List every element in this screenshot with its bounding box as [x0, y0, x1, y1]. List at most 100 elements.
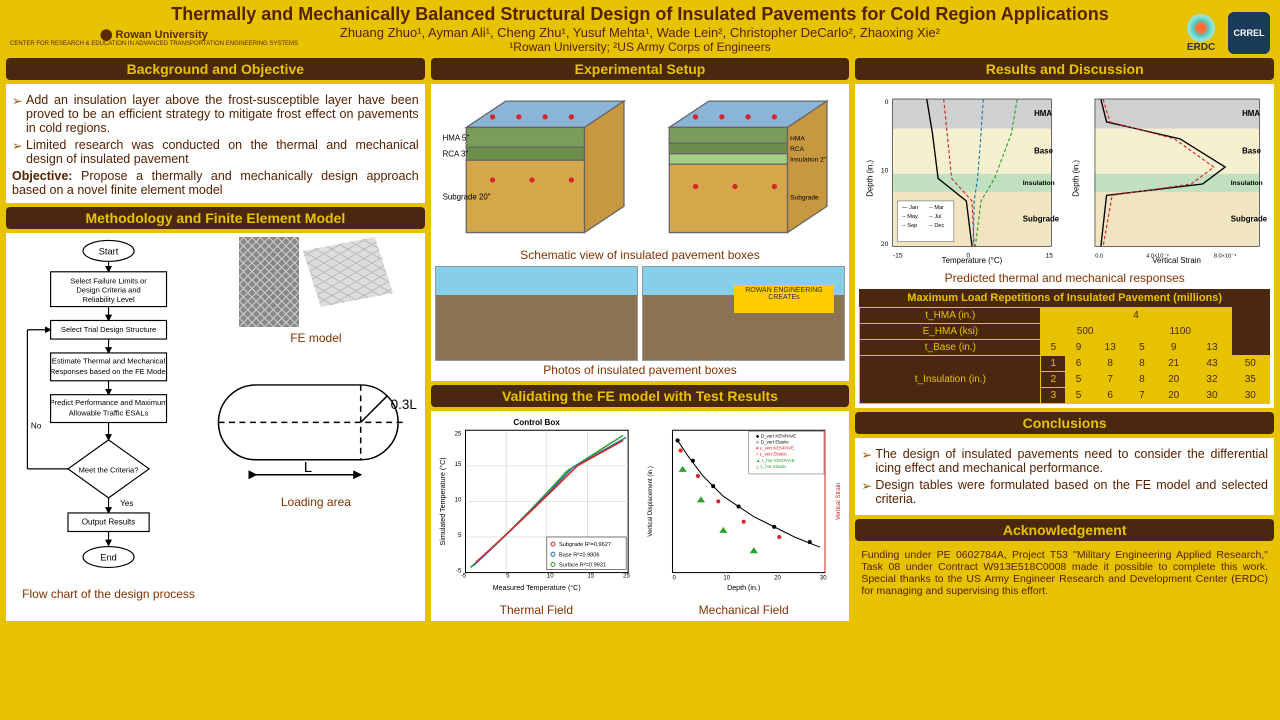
svg-text:△ ε_hor Elastic: △ ε_hor Elastic	[756, 464, 787, 469]
exp-heading: Experimental Setup	[431, 58, 850, 80]
concl-2: Design tables were formulated based on t…	[861, 478, 1268, 506]
svg-text:8.0×10⁻⁴: 8.0×10⁻⁴	[1214, 252, 1237, 259]
svg-text:0: 0	[673, 574, 677, 581]
flowchart: Start Select Failure Limits orDesign Cri…	[10, 237, 207, 585]
svg-text:Select Failure Limits or: Select Failure Limits or	[70, 276, 147, 285]
svg-text:-- May: -- May	[902, 214, 918, 220]
fe-mesh-1	[239, 237, 299, 327]
svg-text:Allowable Traffic ESALs: Allowable Traffic ESALs	[69, 409, 149, 418]
svg-text:-- Dec: -- Dec	[929, 223, 944, 229]
col-mid: Experimental Setup HMA 5" RCA 3" Subgrade …	[431, 58, 850, 621]
svg-text:Predict Performance and Maximu: Predict Performance and Maximum	[50, 398, 168, 407]
svg-text:0: 0	[885, 99, 889, 106]
svg-text:5: 5	[458, 532, 462, 539]
svg-text:0.0: 0.0	[1095, 253, 1103, 259]
erdc-logo: ERDC	[1180, 12, 1222, 54]
svg-text:15: 15	[1046, 252, 1054, 259]
svg-text:End: End	[100, 552, 117, 562]
svg-text:10: 10	[454, 496, 461, 503]
thermal-chart: Control Box Measured Temperature (°C) Si…	[435, 415, 638, 598]
col-right: Results and Discussion HMA Base Insulati…	[855, 58, 1274, 621]
svg-text:Subgrade: Subgrade	[1230, 214, 1267, 223]
results-heading: Results and Discussion	[855, 58, 1274, 80]
bg-heading: Background and Objective	[6, 58, 425, 80]
svg-text:HMA 5": HMA 5"	[443, 134, 470, 143]
valid-heading: Validating the FE model with Test Result…	[431, 385, 850, 407]
fe-caption: FE model	[211, 331, 421, 345]
svg-text:● ε_vert KENPAVE: ● ε_vert KENPAVE	[756, 445, 794, 450]
concl-heading: Conclusions	[855, 412, 1274, 434]
svg-text:RCA 3": RCA 3"	[443, 149, 469, 158]
svg-text:No: No	[31, 421, 42, 430]
results-caption: Predicted thermal and mechanical respons…	[859, 271, 1270, 285]
flow-caption: Flow chart of the design process	[10, 587, 207, 601]
valid-panel: Control Box Measured Temperature (°C) Si…	[431, 411, 850, 621]
svg-text:4.0×10⁻⁴: 4.0×10⁻⁴	[1146, 252, 1169, 259]
depth-temp-chart: HMA Base Insulation Subgrade Depth (in.)…	[859, 88, 1062, 269]
schematic-caption: Schematic view of insulated pavement box…	[435, 248, 846, 262]
svg-text:10: 10	[723, 574, 730, 581]
col-left: Background and Objective Add an insulati…	[6, 58, 425, 621]
thermal-caption: Thermal Field	[435, 603, 638, 617]
bg-panel: Add an insulation layer above the frost-…	[6, 84, 425, 203]
box-schematic-1: HMA 5" RCA 3" Subgrade 20"	[440, 88, 637, 246]
method-heading: Methodology and Finite Element Model	[6, 207, 425, 229]
fe-mesh-2	[303, 237, 393, 307]
svg-text:Depth (in.): Depth (in.)	[727, 584, 760, 592]
exp-panel: HMA 5" RCA 3" Subgrade 20" HMARCAInsulatio…	[431, 84, 850, 381]
loading-area-diagram: 0.3L L	[211, 355, 421, 490]
photo-2: ROWAN ENGINEERING CREATEs	[642, 266, 845, 361]
svg-text:Insulation: Insulation	[1023, 180, 1055, 187]
svg-text:20: 20	[774, 574, 781, 581]
svg-text:5: 5	[506, 572, 510, 579]
svg-text:30: 30	[820, 574, 827, 581]
svg-text:○ ε_vert Elastic: ○ ε_vert Elastic	[756, 451, 788, 456]
svg-text:Base: Base	[1034, 147, 1053, 156]
mech-chart: Depth (in.) Vertical Displacement (in.) …	[642, 415, 845, 598]
svg-text:Yes: Yes	[120, 499, 133, 508]
bg-bullet-1: Add an insulation layer above the frost-…	[12, 93, 419, 135]
svg-text:Temperature (°C): Temperature (°C)	[942, 256, 1003, 265]
svg-text:25: 25	[454, 430, 461, 437]
ack-heading: Acknowledgement	[855, 519, 1274, 541]
svg-text:Depth (in.): Depth (in.)	[866, 160, 875, 197]
concl-1: The design of insulated pavements need t…	[861, 447, 1268, 475]
svg-text:▲ ε_hor KENPAVE: ▲ ε_hor KENPAVE	[756, 457, 795, 462]
svg-text:Output Results: Output Results	[82, 518, 136, 527]
svg-text:Base R²=0.9806: Base R²=0.9806	[559, 552, 599, 558]
svg-text:Subgrade R²=0.9627: Subgrade R²=0.9627	[559, 542, 611, 548]
svg-text:Select Trial Design Structure: Select Trial Design Structure	[61, 325, 156, 334]
svg-text:Design Criteria and: Design Criteria and	[76, 286, 140, 295]
photo-1	[435, 266, 638, 361]
svg-text:Reliability Level: Reliability Level	[82, 295, 135, 304]
rowan-logo: ⬤ Rowan University CENTER FOR RESEARCH &…	[10, 28, 298, 47]
svg-text:Simulated Temperature (°C): Simulated Temperature (°C)	[439, 457, 447, 545]
results-panel: HMA Base Insulation Subgrade Depth (in.)…	[855, 84, 1274, 408]
svg-text:-- Mar: -- Mar	[929, 205, 944, 211]
svg-text:20: 20	[881, 241, 889, 248]
objective: Objective: Propose a thermally and mecha…	[12, 169, 419, 197]
crrel-logo: CRREL	[1228, 12, 1270, 54]
svg-text:Base: Base	[1242, 147, 1261, 156]
svg-text:-5: -5	[460, 572, 466, 579]
svg-text:15: 15	[454, 461, 461, 468]
header: ⬤ Rowan University CENTER FOR RESEARCH &…	[0, 0, 1280, 58]
svg-text:-- Jul: -- Jul	[929, 214, 942, 220]
svg-text:◇ D_vert Elastic: ◇ D_vert Elastic	[756, 439, 790, 444]
svg-text:Subgrade: Subgrade	[1023, 214, 1060, 223]
svg-text:15: 15	[587, 572, 594, 579]
svg-text:Subgrade 20": Subgrade 20"	[443, 193, 491, 202]
svg-text:Responses based on the FE Mode: Responses based on the FE Model	[50, 367, 168, 376]
svg-text:0.3L: 0.3L	[391, 397, 418, 412]
box-schematic-2: HMARCAInsulation 2"Subgrade	[643, 88, 840, 246]
svg-text:HMA: HMA	[1242, 109, 1260, 118]
svg-text:◆ D_vert KENPAVE: ◆ D_vert KENPAVE	[756, 433, 796, 438]
svg-text:RCA: RCA	[790, 146, 804, 153]
svg-text:10: 10	[547, 572, 554, 579]
ack-text: Funding under PE 0602784A, Project T53 "…	[855, 545, 1274, 601]
svg-text:HMA: HMA	[1034, 109, 1052, 118]
poster-title: Thermally and Mechanically Balanced Stru…	[8, 4, 1272, 25]
load-caption: Loading area	[211, 495, 421, 509]
mech-caption: Mechanical Field	[642, 603, 845, 617]
svg-text:Estimate Thermal and Mechanica: Estimate Thermal and Mechanical	[52, 356, 166, 365]
